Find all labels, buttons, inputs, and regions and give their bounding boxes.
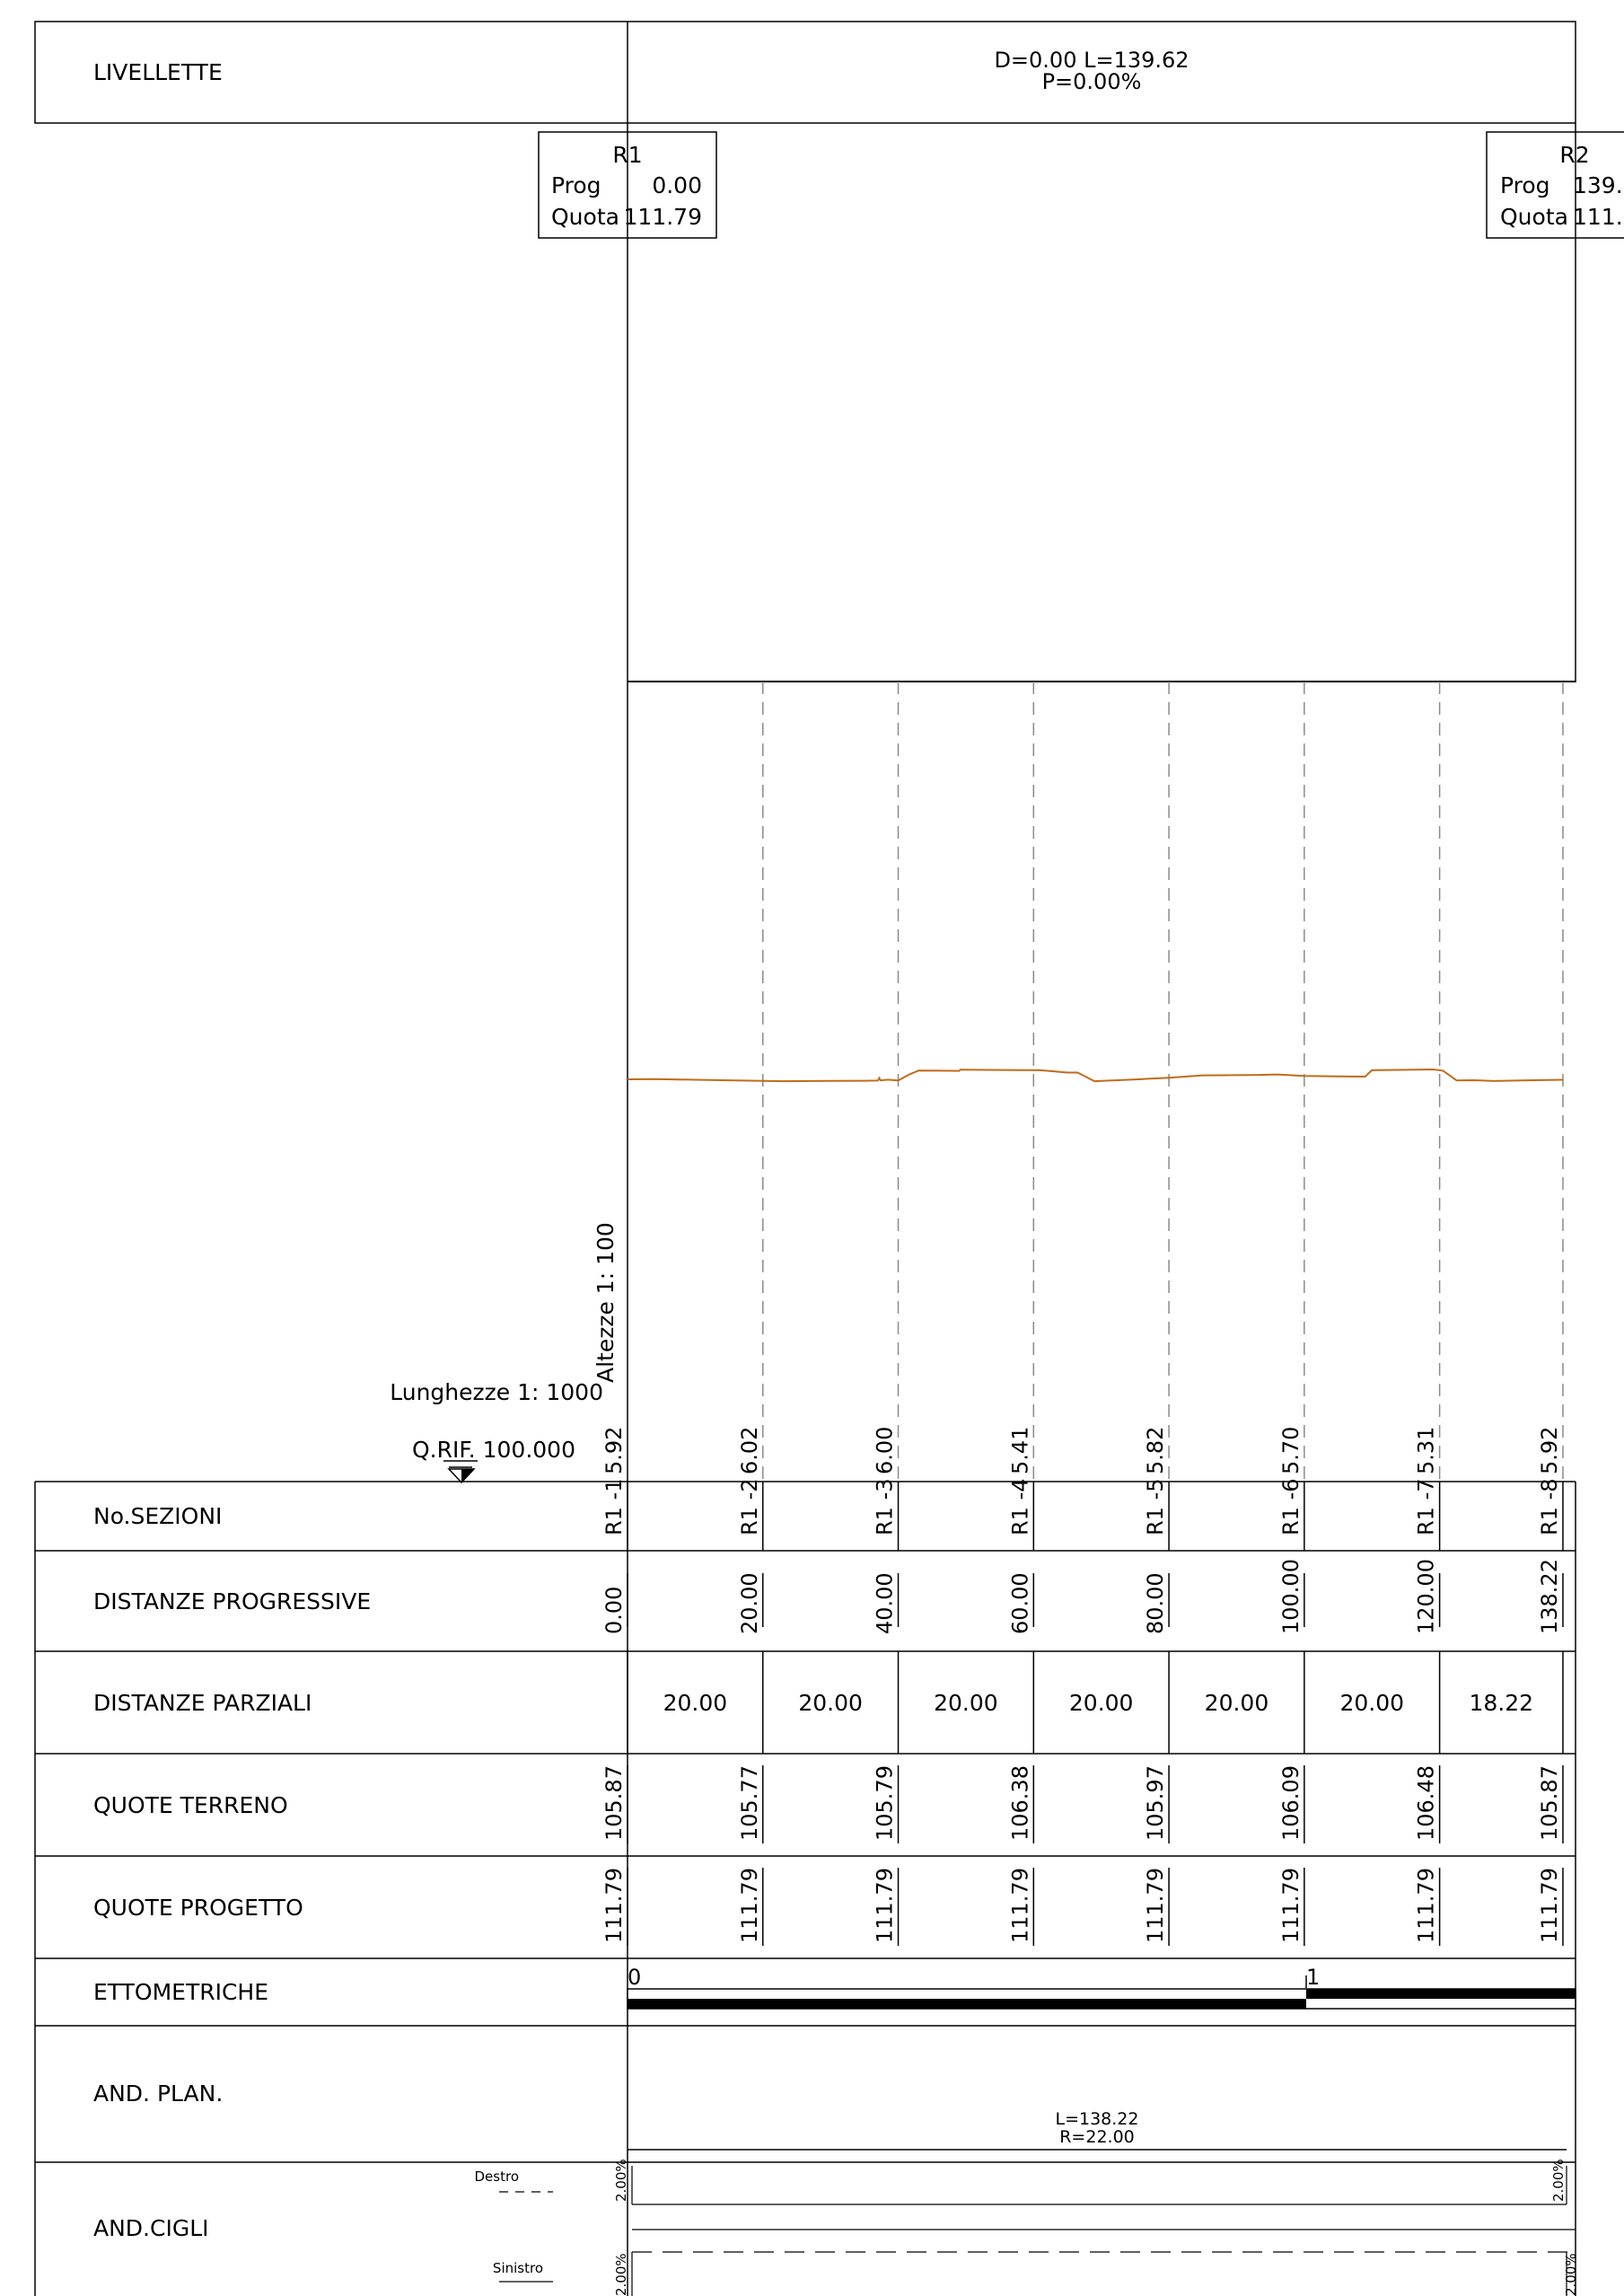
height-difference-value: 5.82 bbox=[1143, 1427, 1168, 1474]
livellette-grade-length: D=0.00 L=139.62 bbox=[994, 48, 1189, 73]
livellette-band: LIVELLETTE D=0.00 L=139.62 P=0.00% bbox=[34, 21, 1576, 124]
design-elevation: 111.79 bbox=[1414, 1868, 1439, 1943]
cigli-right-bottom-slope: 2.00% bbox=[1563, 2253, 1579, 2296]
vertex-r2-prog: 139. bbox=[1573, 172, 1623, 198]
reference-datum-icon bbox=[443, 1460, 478, 1484]
design-elevation: 111.79 bbox=[1278, 1868, 1304, 1943]
vertex-r2-name: R2 bbox=[1559, 142, 1589, 168]
partial-distance: 18.22 bbox=[1470, 1690, 1534, 1716]
vertex-r2-box: R2 Prog 139. Quota 111. bbox=[1486, 131, 1624, 239]
progressive-distance: 20.00 bbox=[737, 1572, 762, 1634]
section-name: R1 -5 bbox=[1143, 1478, 1168, 1535]
vertex-r1-quota: 111.79 bbox=[624, 204, 702, 230]
height-difference-value: 6.02 bbox=[737, 1427, 762, 1474]
cigli-left-bottom-slope: 2.00% bbox=[613, 2253, 629, 2296]
vertex-r2-prog-label: Prog bbox=[1500, 172, 1550, 198]
section-name: R1 -7 bbox=[1414, 1478, 1439, 1535]
row-label-quote-terreno: QUOTE TERRENO bbox=[93, 1792, 288, 1818]
section-name: R1 -1 bbox=[601, 1478, 627, 1535]
height-difference-value: 5.31 bbox=[1414, 1427, 1439, 1474]
progressive-distance: 138.22 bbox=[1537, 1559, 1562, 1634]
height-difference-value: 5.92 bbox=[601, 1427, 627, 1474]
profile-frame bbox=[627, 123, 1576, 1482]
design-elevation: 111.79 bbox=[1007, 1868, 1032, 1943]
plan-alignment: L=138.22 R=22.00 bbox=[628, 2109, 1567, 2151]
vertex-r2-quota-label: Quota bbox=[1500, 204, 1568, 230]
livellette-label: LIVELLETTE bbox=[93, 59, 223, 85]
partial-distance: 20.00 bbox=[1339, 1690, 1404, 1716]
progressive-distance: 120.00 bbox=[1414, 1559, 1439, 1634]
lunghezze-scale-label: Lunghezze 1: 1000 bbox=[390, 1379, 603, 1405]
row-label-distanze-progressive: DISTANZE PROGRESSIVE bbox=[93, 1588, 371, 1614]
terrain-elevation: 105.87 bbox=[1537, 1765, 1562, 1841]
terrain-elevation: 106.48 bbox=[1414, 1765, 1439, 1841]
data-table-labels: No.SEZIONI DISTANZE PROGRESSIVE DISTANZE… bbox=[93, 1503, 371, 2241]
height-difference-value: 6.00 bbox=[873, 1427, 898, 1474]
section-name: R1 -8 bbox=[1537, 1478, 1562, 1535]
progressive-distance: 100.00 bbox=[1278, 1559, 1304, 1634]
plan-radius-label: R=22.00 bbox=[1059, 2127, 1135, 2147]
altezze-scale-label: Altezze 1: 100 bbox=[593, 1222, 619, 1383]
partial-distance: 20.00 bbox=[663, 1690, 728, 1716]
section-guide-lines bbox=[762, 682, 1564, 1482]
progressive-distance: 80.00 bbox=[1143, 1572, 1168, 1634]
design-elevation: 111.79 bbox=[1537, 1868, 1562, 1943]
height-difference-value: 5.41 bbox=[1007, 1427, 1032, 1474]
design-elevation: 111.79 bbox=[737, 1868, 762, 1943]
vertex-r1-prog-label: Prog bbox=[551, 172, 601, 198]
design-elevation: 111.79 bbox=[601, 1868, 627, 1943]
row-label-sezioni: No.SEZIONI bbox=[93, 1503, 222, 1529]
livellette-grade-percent: P=0.00% bbox=[1042, 69, 1142, 94]
cigli-band: Destro Sinistro 2.00% 2.00% 2.00% 2.00% bbox=[475, 2159, 1579, 2296]
plan-length-label: L=138.22 bbox=[1056, 2109, 1139, 2129]
height-differences: 5.92 6.02 6.00 5.41 5.82 5.70 5.31 5.92 bbox=[601, 1427, 1562, 1474]
terrain-elevation: 106.38 bbox=[1007, 1765, 1032, 1841]
design-elevation: 111.79 bbox=[873, 1868, 898, 1943]
data-table-values: R1 -1 0.00 105.87 111.79 R1 -2 20.00 105.77 111… bbox=[601, 1478, 1564, 1946]
terrain-elevation: 105.79 bbox=[873, 1765, 898, 1841]
partial-distance: 20.00 bbox=[1205, 1690, 1269, 1716]
terrain-elevation: 106.09 bbox=[1278, 1765, 1304, 1841]
progressive-distance: 0.00 bbox=[601, 1587, 627, 1634]
ettometrica-mark-1: 1 bbox=[1306, 1965, 1320, 1990]
terrain-elevation: 105.77 bbox=[737, 1765, 762, 1841]
ettometriche-bar: 0 1 bbox=[627, 1965, 1576, 2010]
ettometrica-mark-0: 0 bbox=[628, 1965, 641, 1990]
design-elevation: 111.79 bbox=[1143, 1868, 1168, 1943]
vertex-r1-quota-label: Quota bbox=[551, 204, 619, 230]
vertex-r1-prog: 0.00 bbox=[652, 172, 702, 198]
section-name: R1 -3 bbox=[873, 1478, 898, 1535]
terrain-elevation: 105.87 bbox=[601, 1765, 627, 1841]
destro-label: Destro bbox=[475, 2168, 520, 2185]
cigli-left-top-slope: 2.00% bbox=[613, 2159, 629, 2202]
progressive-distance: 60.00 bbox=[1007, 1572, 1032, 1634]
row-label-and-cigli: AND.CIGLI bbox=[93, 2215, 209, 2241]
row-label-distanze-parziali: DISTANZE PARZIALI bbox=[93, 1690, 312, 1716]
partial-distance: 20.00 bbox=[934, 1690, 998, 1716]
section-name: R1 -2 bbox=[737, 1478, 762, 1535]
cigli-right-top-slope: 2.00% bbox=[1550, 2159, 1567, 2202]
row-label-ettometriche: ETTOMETRICHE bbox=[93, 1979, 268, 2005]
row-label-and-plan: AND. PLAN. bbox=[93, 2080, 223, 2107]
terrain-elevation: 105.97 bbox=[1143, 1765, 1168, 1841]
row-label-quote-progetto: QUOTE PROGETTO bbox=[93, 1895, 303, 1921]
section-name: R1 -6 bbox=[1278, 1478, 1304, 1535]
partial-distance: 20.00 bbox=[798, 1690, 863, 1716]
terrain-profile-line bbox=[627, 1068, 1564, 1083]
progressive-distance: 40.00 bbox=[873, 1572, 898, 1634]
height-difference-value: 5.70 bbox=[1278, 1427, 1304, 1474]
reference-elevation-label: Q.RIF. 100.000 bbox=[412, 1437, 575, 1463]
section-name: R1 -4 bbox=[1007, 1478, 1032, 1535]
vertex-r2-quota: 111. bbox=[1573, 204, 1623, 230]
height-difference-value: 5.92 bbox=[1537, 1427, 1562, 1474]
sinistro-label: Sinistro bbox=[493, 2260, 543, 2276]
partial-distance: 20.00 bbox=[1069, 1690, 1134, 1716]
